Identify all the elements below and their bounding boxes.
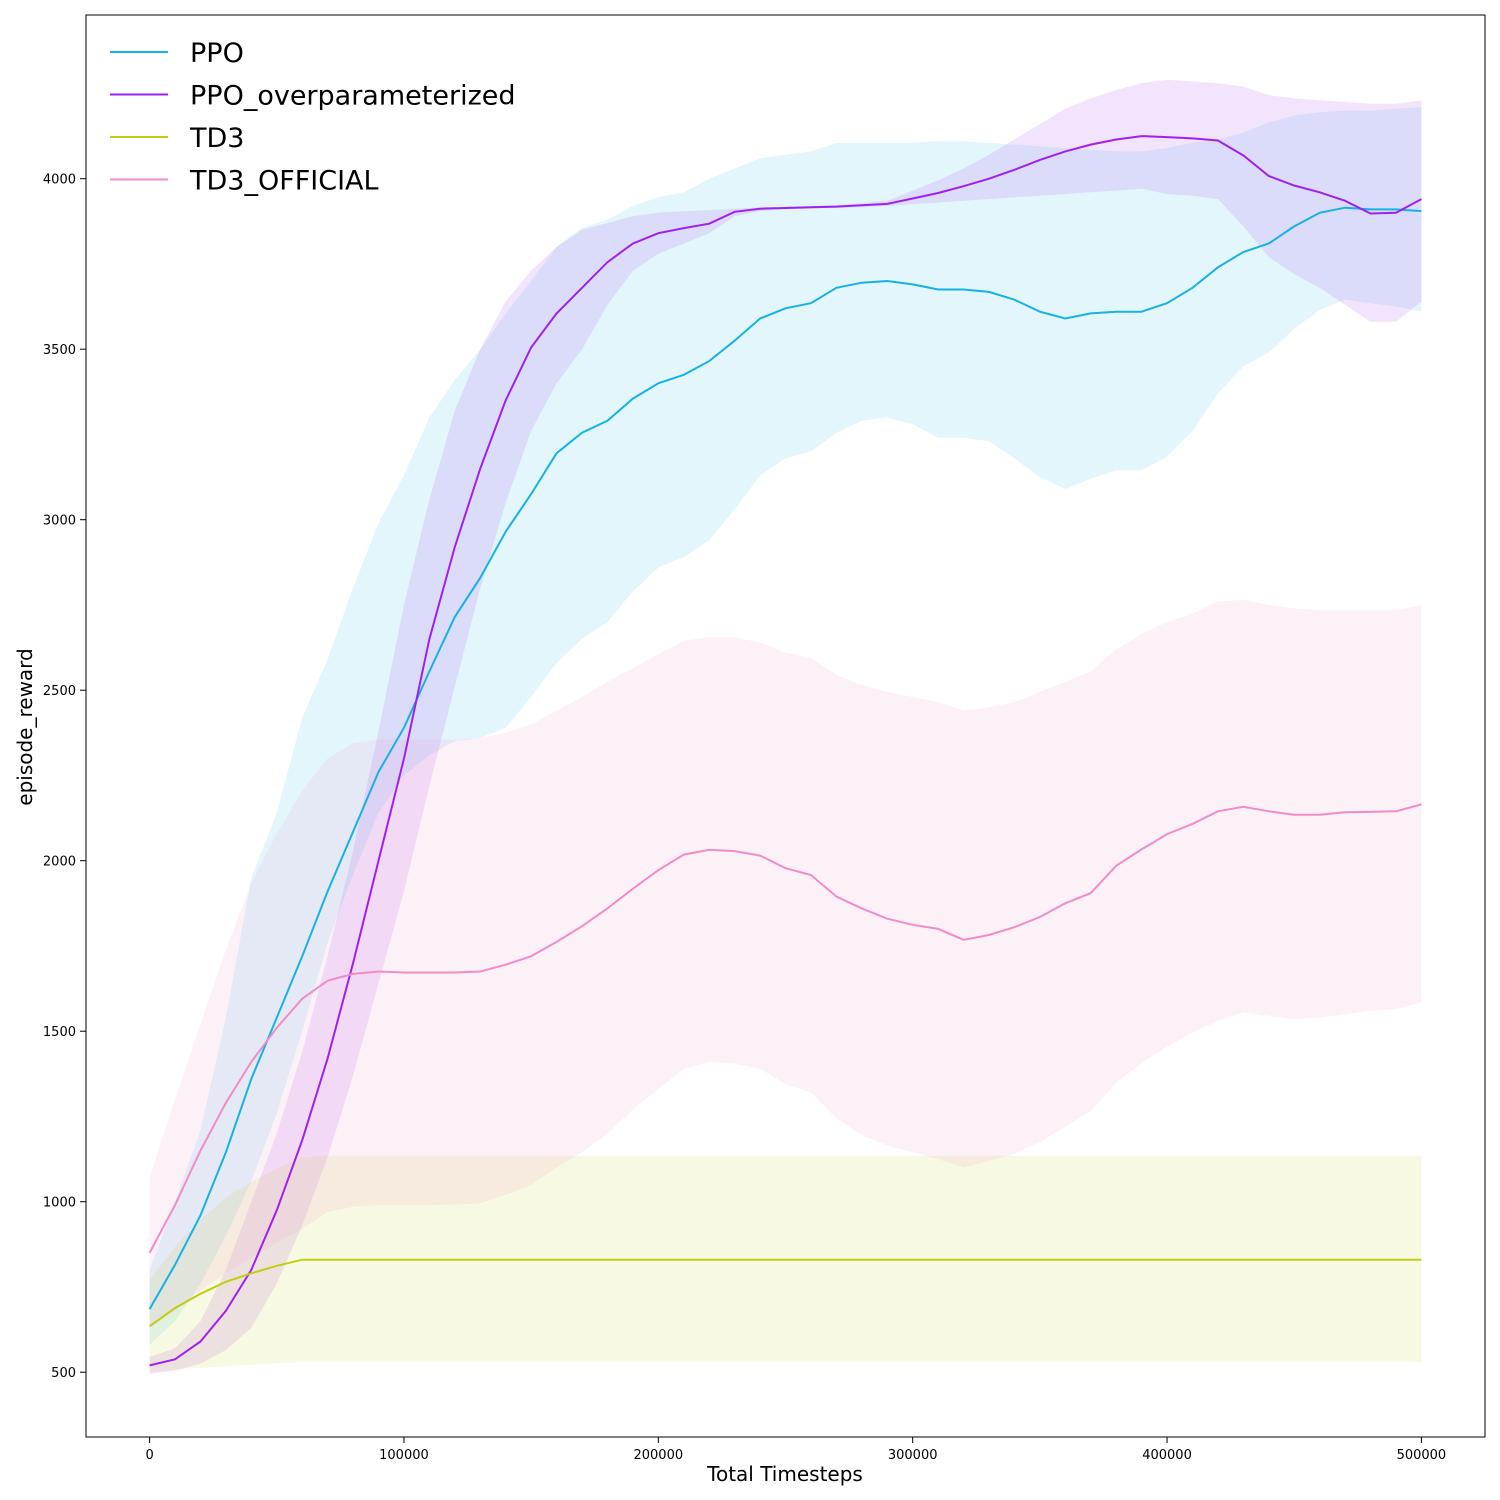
y-tick-label: 3500 [43, 343, 76, 358]
x-tick-label: 500000 [1397, 1448, 1447, 1463]
x-tick-label: 100000 [379, 1448, 429, 1463]
y-axis-ticks: 500 1000 1500 2000 2500 3000 3500 4000 [43, 173, 86, 1381]
legend-label-ppo: PPO [190, 38, 244, 69]
line-ppo [148, 206, 1422, 1310]
y-tick-label: 1000 [43, 1196, 76, 1211]
line-ppo-overparameterized [149, 135, 1422, 1367]
series-lines [148, 135, 1422, 1367]
x-axis-label: Total Timesteps [706, 1462, 863, 1486]
legend-label-ppo-overparameterized: PPO_overparameterized [190, 81, 516, 112]
x-tick-label: 0 [145, 1448, 153, 1463]
y-tick-label: 4000 [43, 173, 76, 188]
y-tick-label: 1500 [43, 1025, 76, 1040]
legend: PPO PPO_overparameterized TD3 TD3_OFFICIAL [110, 38, 516, 197]
y-tick-label: 2000 [43, 855, 76, 870]
band-td3 [149, 1155, 1422, 1373]
legend-label-td3-official: TD3_OFFICIAL [189, 166, 379, 197]
y-tick-label: 2500 [43, 684, 76, 699]
line-td3-official [148, 803, 1422, 1254]
y-tick-label: 500 [51, 1366, 76, 1381]
x-tick-label: 300000 [888, 1448, 938, 1463]
line-td3 [149, 1258, 1422, 1328]
y-tick-label: 3000 [43, 514, 76, 529]
x-tick-label: 400000 [1142, 1448, 1192, 1463]
y-axis-label: episode_reward [13, 648, 37, 805]
band-td3-official [149, 599, 1422, 1328]
confidence-bands [149, 79, 1422, 1374]
band-ppo-overparameterized [149, 79, 1422, 1374]
plot-frame [85, 14, 1486, 1438]
legend-label-td3: TD3 [189, 123, 244, 154]
band-ppo [149, 107, 1422, 1345]
x-axis-ticks: 0 100000 200000 300000 400000 500000 [145, 1437, 1446, 1463]
x-tick-label: 200000 [633, 1448, 683, 1463]
